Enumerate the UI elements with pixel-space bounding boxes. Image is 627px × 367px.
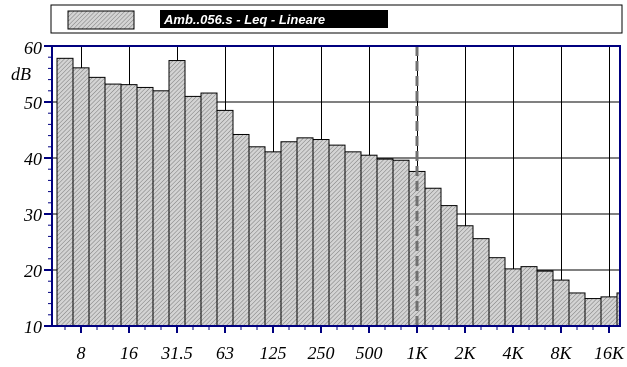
bar bbox=[216, 109, 234, 327]
x-tick-label: 8K bbox=[550, 343, 572, 363]
bar bbox=[392, 159, 410, 327]
bar bbox=[136, 86, 154, 327]
legend-swatch bbox=[67, 10, 135, 30]
y-tick-label: 10 bbox=[24, 317, 42, 337]
bar bbox=[536, 270, 554, 327]
bar bbox=[72, 67, 90, 327]
bar bbox=[200, 92, 218, 327]
bar bbox=[600, 296, 618, 327]
plot-frame bbox=[51, 45, 621, 327]
x-tick-label: 500 bbox=[356, 343, 383, 363]
y-tick-label: 30 bbox=[23, 205, 42, 225]
bar bbox=[280, 141, 298, 327]
legend-label-bg bbox=[160, 10, 388, 28]
bar bbox=[376, 158, 394, 327]
y-tick-label: 40 bbox=[24, 149, 42, 169]
bars-layer bbox=[56, 57, 621, 327]
x-tick-label: 63 bbox=[216, 343, 234, 363]
x-tick-label: 250 bbox=[308, 343, 335, 363]
bar bbox=[104, 83, 122, 327]
bar bbox=[488, 257, 506, 327]
bar bbox=[584, 298, 602, 327]
bar bbox=[184, 95, 202, 327]
bar bbox=[440, 205, 458, 327]
x-tick-label: 1K bbox=[406, 343, 428, 363]
bar bbox=[568, 292, 586, 327]
bar bbox=[344, 151, 362, 327]
bar bbox=[312, 139, 330, 327]
bar bbox=[168, 60, 186, 327]
bar bbox=[520, 266, 538, 327]
x-tick-label: 16 bbox=[120, 343, 138, 363]
bar bbox=[456, 225, 474, 327]
x-tick-label: 2K bbox=[454, 343, 476, 363]
bar bbox=[248, 146, 266, 327]
y-tick-label: 50 bbox=[24, 93, 42, 113]
bar bbox=[120, 84, 138, 327]
bar bbox=[88, 76, 106, 327]
bar bbox=[232, 133, 250, 327]
bar bbox=[472, 238, 490, 327]
bar bbox=[152, 90, 170, 327]
y-tick-label: 20 bbox=[24, 261, 42, 281]
frame-layer bbox=[44, 45, 621, 333]
bar bbox=[56, 57, 74, 327]
y-unit-label: dB bbox=[11, 64, 31, 84]
x-tick-labels: 8 16 31.5 63 125 250 500 1K 2K 4K 8K 16K bbox=[77, 343, 625, 363]
x-tick-label: 8 bbox=[77, 343, 86, 363]
bar bbox=[504, 268, 522, 327]
x-tick-label: 16K bbox=[594, 343, 625, 363]
x-tick-label: 4K bbox=[502, 343, 524, 363]
bar bbox=[264, 151, 282, 327]
bar bbox=[424, 187, 442, 327]
bar bbox=[360, 154, 378, 327]
bar bbox=[296, 137, 314, 327]
y-tick-label: 60 bbox=[24, 38, 42, 58]
x-tick-label: 125 bbox=[260, 343, 287, 363]
bar bbox=[552, 279, 570, 327]
legend-label: Amb..056.s - Leq - Lineare bbox=[163, 12, 325, 27]
x-tick-label: 31.5 bbox=[160, 343, 193, 363]
bar bbox=[328, 144, 346, 327]
